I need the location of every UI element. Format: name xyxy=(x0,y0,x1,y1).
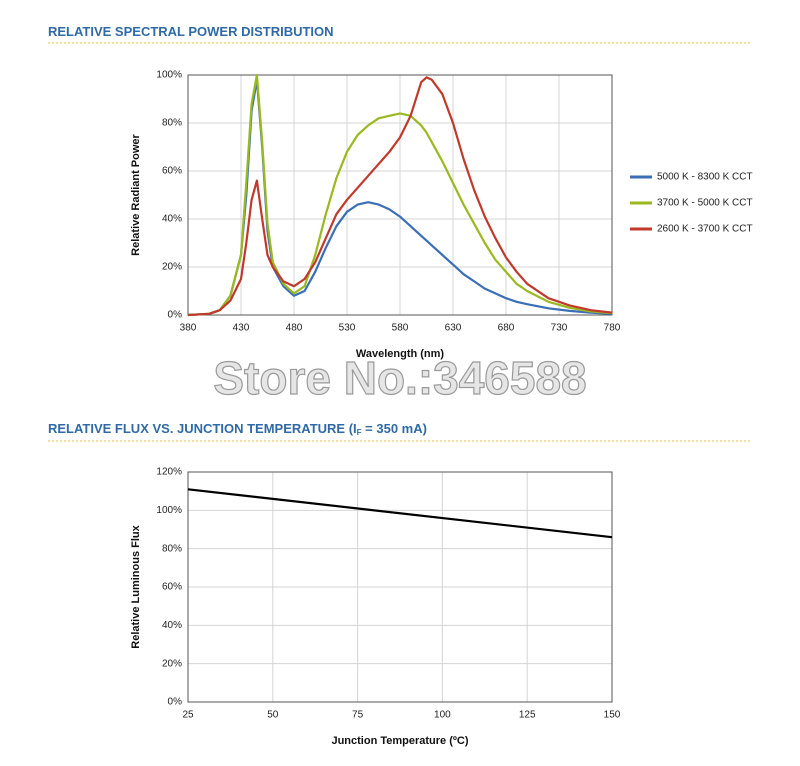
legend-label: 5000 K - 8300 K CCT xyxy=(657,172,753,183)
x-tick-label: 780 xyxy=(604,323,621,334)
x-tick-label: 50 xyxy=(267,710,279,721)
y-tick-label: 100% xyxy=(156,505,182,516)
data-line xyxy=(187,76,613,317)
x-axis-label: Wavelength (nm) xyxy=(356,348,445,360)
title-part: = 350 mA) xyxy=(362,421,427,436)
y-tick-label: 20% xyxy=(162,658,182,669)
x-tick-label: 680 xyxy=(498,323,515,334)
y-tick-label: 80% xyxy=(162,543,182,554)
y-tick-label: 60% xyxy=(162,582,182,593)
y-tick-label: 0% xyxy=(168,310,183,321)
section-title: RELATIVE SPECTRAL POWER DISTRIBUTION xyxy=(48,24,334,39)
x-axis-label: Junction Temperature (ºC) xyxy=(331,735,468,747)
data-line xyxy=(187,73,613,317)
y-tick-label: 120% xyxy=(156,467,182,478)
y-tick-label: 40% xyxy=(162,214,182,225)
data-line xyxy=(187,488,613,539)
x-tick-label: 730 xyxy=(551,323,568,334)
legend-label: 2600 K - 3700 K CCT xyxy=(657,224,753,235)
title-part: RELATIVE FLUX VS. JUNCTION TEMPERATURE (… xyxy=(48,421,357,436)
section-title: RELATIVE FLUX VS. JUNCTION TEMPERATURE (… xyxy=(48,421,427,437)
x-tick-label: 480 xyxy=(286,323,303,334)
y-tick-label: 0% xyxy=(168,697,183,708)
x-tick-label: 580 xyxy=(392,323,409,334)
x-tick-label: 125 xyxy=(519,710,536,721)
y-tick-label: 80% xyxy=(162,118,182,129)
x-tick-label: 630 xyxy=(445,323,462,334)
title-part: RELATIVE SPECTRAL POWER DISTRIBUTION xyxy=(48,24,334,39)
y-axis-label: Relative Radiant Power xyxy=(130,133,142,255)
y-tick-label: 100% xyxy=(156,70,182,81)
y-tick-label: 60% xyxy=(162,166,182,177)
x-tick-label: 100 xyxy=(434,710,451,721)
plot-border xyxy=(187,471,613,703)
y-axis-label: Relative Luminous Flux xyxy=(130,524,142,648)
watermark: Store No.:346588 xyxy=(213,352,586,404)
x-tick-label: 430 xyxy=(233,323,250,334)
title-part: F xyxy=(357,428,362,437)
y-tick-label: 40% xyxy=(162,620,182,631)
x-tick-label: 25 xyxy=(182,710,194,721)
x-tick-label: 530 xyxy=(339,323,356,334)
plot-border xyxy=(187,74,613,316)
legend-label: 3700 K - 5000 K CCT xyxy=(657,198,753,209)
y-tick-label: 20% xyxy=(162,262,182,273)
x-tick-label: 150 xyxy=(604,710,621,721)
x-tick-label: 380 xyxy=(180,323,197,334)
x-tick-label: 75 xyxy=(352,710,364,721)
